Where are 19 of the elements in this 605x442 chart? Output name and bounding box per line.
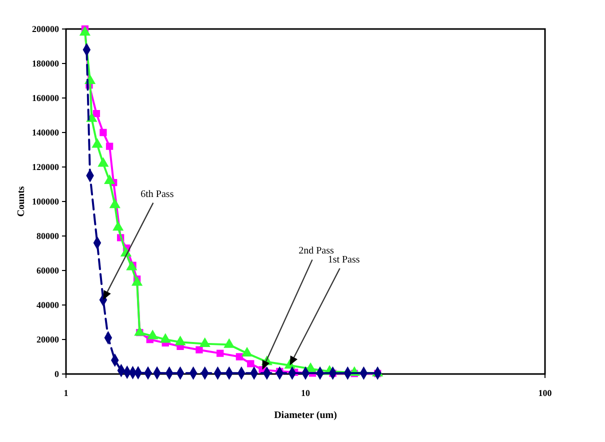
x-tick-label: 10 (301, 388, 310, 398)
x-axis-title: Diameter (um) (274, 410, 337, 421)
y-tick-label: 80000 (36, 231, 60, 242)
y-tick-label: 140000 (32, 128, 60, 138)
annotation: 6th Pass (140, 188, 174, 200)
y-tick-label: 60000 (36, 266, 60, 276)
y-tick-label: 40000 (36, 300, 60, 310)
y-tick-label: 160000 (32, 93, 60, 104)
y-tick-label: 0 (54, 369, 60, 380)
x-tick-label: 100 (538, 388, 552, 398)
x-tick-label: 1 (64, 388, 69, 398)
y-tick-label: 180000 (32, 58, 60, 69)
y-tick-label: 200000 (32, 24, 60, 34)
y-axis-title: Counts (16, 186, 27, 217)
y-tick-label: 120000 (32, 162, 60, 172)
annotation: 1st Pass (328, 254, 360, 266)
y-tick-label: 20000 (36, 334, 60, 345)
y-tick-label: 100000 (32, 196, 60, 207)
annotation: 2nd Pass (298, 246, 334, 257)
